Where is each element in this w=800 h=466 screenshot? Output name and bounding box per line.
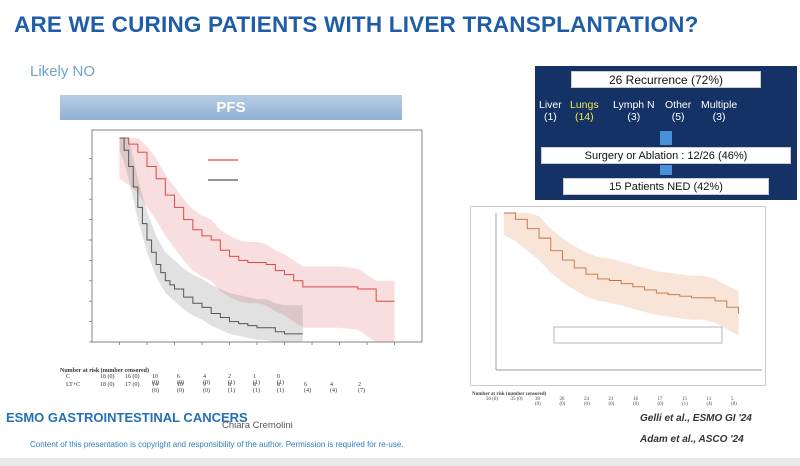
ned-callout-box — [553, 326, 723, 344]
recurrence-site-name: Lymph N — [613, 99, 655, 111]
recurrence-site-count: (1) — [543, 111, 557, 123]
confidence-band — [119, 138, 303, 342]
risk-row: C 18 (0) 16 (0) 10 (0) 6 (0) 4 (0) 2 (1) 1 (1) 0… — [60, 374, 284, 386]
slide-subtitle: Likely NO — [30, 63, 96, 80]
recurrence-site-name: Lungs — [570, 99, 599, 111]
secondary-pfs-km-chart — [495, 212, 762, 371]
risk-cell: 8 (1) — [228, 382, 235, 394]
copyright-notice: Content of this presentation is copyrigh… — [30, 440, 404, 449]
risk-cell: 2 (7) — [358, 382, 365, 394]
surgery-ablation-box: Surgery or Ablation : 12/26 (46%) — [541, 147, 791, 164]
recurrence-site-2: Lymph N (3) — [613, 99, 655, 123]
risk-cell: 4 (0) — [203, 374, 210, 386]
risk-cell: 6 (0) — [177, 374, 184, 386]
risk-cell: 2 (1) — [228, 374, 235, 386]
risk-row-label: LT+C — [66, 382, 81, 388]
risk-cell: 18 (0) — [100, 374, 115, 380]
risk-row: LT+C 18 (0) 17 (0) 14 (0) 10 (0) 9 (0) 8 (1) 8 … — [60, 382, 365, 394]
risk-cell: 18 (0) — [100, 382, 115, 388]
risk-cell: 26 (0) — [559, 397, 566, 407]
risk-cell: 6 (4) — [304, 382, 311, 394]
km-survival-line — [119, 137, 303, 335]
risk-cell: 18 (0) — [633, 397, 639, 407]
footer-bar — [0, 458, 800, 466]
risk-cell: 35 (0) — [510, 397, 523, 402]
reference-1: Gelli et al., ESMO GI '24 — [640, 413, 752, 424]
recurrence-site-count: (5) — [671, 111, 685, 123]
risk-cell: 9 (0) — [203, 382, 210, 394]
risk-cell: 17 (0) — [657, 397, 664, 407]
risk-cell: 14 (0) — [152, 382, 159, 394]
secondary-pfs-frame — [470, 206, 766, 386]
pfs-banner: PFS — [60, 95, 402, 120]
risk-table-title: Number at risk (number censored) — [60, 368, 149, 374]
reference-2: Adam et al., ASCO '24 — [640, 434, 744, 445]
risk-cell: 1 (1) — [253, 374, 260, 386]
risk-table: Number at risk (number censored) C 18 (0)… — [60, 368, 365, 394]
km-survival-line — [503, 212, 739, 314]
risk-cell: 5 (8) — [731, 397, 737, 407]
risk-cell: 8 (1) — [253, 382, 260, 394]
confidence-band — [503, 213, 739, 336]
pfs-km-chart — [89, 129, 423, 345]
arrow-down-icon — [660, 131, 672, 145]
presenter-name: Chiara Cremolini — [222, 420, 293, 431]
recurrence-site-name: Multiple — [701, 99, 738, 111]
recurrence-site-count: (3) — [712, 111, 726, 123]
risk-cell: 15 (1) — [682, 397, 688, 407]
risk-table-2-title: Number at risk (number censored) — [472, 392, 547, 397]
risk-cell: 36 (0) — [486, 397, 499, 402]
risk-cell: 10 (0) — [152, 374, 159, 386]
slide-title: ARE WE CURING PATIENTS WITH LIVER TRANSP… — [14, 12, 699, 37]
risk-cell: 10 (0) — [177, 382, 184, 394]
risk-cell: 11 (4) — [706, 397, 713, 407]
recurrence-site-1: Lungs (14) — [570, 99, 599, 123]
recurrence-site-name: Liver — [539, 99, 562, 111]
recurrence-site-count: (3) — [627, 111, 641, 123]
ned-box: 15 Patients NED (42%) — [563, 178, 769, 195]
risk-cell: 17 (0) — [125, 382, 140, 388]
risk-row: 36 (0) 35 (0) 30 (0) 26 (0) 24 (0) 21 (0) 18 (… — [472, 397, 737, 407]
risk-table-2: Number at risk (number censored) 36 (0) 3… — [472, 392, 737, 407]
risk-cell: 30 (0) — [535, 397, 541, 407]
risk-cell: 24 (0) — [584, 397, 590, 407]
congress-logo: ESMO GASTROINTESTINAL CANCERS — [6, 410, 248, 425]
recurrence-site-3: Other (5) — [665, 99, 691, 123]
risk-cell: 0 (1) — [277, 374, 284, 386]
recurrence-site-name: Other — [665, 99, 692, 111]
confidence-band — [119, 138, 395, 342]
recurrence-site-0: Liver (1) — [539, 99, 562, 123]
recurrence-site-count: (14) — [574, 111, 594, 123]
risk-cell: 4 (4) — [330, 382, 337, 394]
recurrence-panel: 26 Recurrence (72%) Liver (1) Lungs (14) Lym… — [535, 66, 797, 200]
risk-cell: 21 (0) — [608, 397, 615, 407]
km-survival-line — [119, 137, 395, 302]
risk-cell: 16 (0) — [125, 374, 140, 380]
risk-cell: 8 (1) — [277, 382, 284, 394]
recurrence-header: 26 Recurrence (72%) — [571, 71, 761, 88]
risk-row-label: C — [66, 374, 71, 380]
recurrence-site-4: Multiple (3) — [701, 99, 737, 123]
arrow-down-icon — [660, 165, 672, 175]
